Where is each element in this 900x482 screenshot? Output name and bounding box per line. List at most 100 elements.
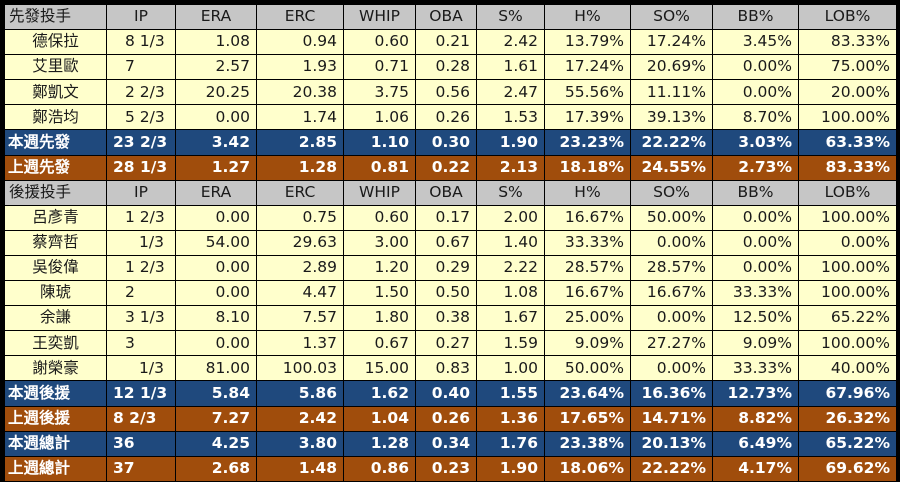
ip-value: 7 (107, 55, 175, 80)
whip-value: 1.06 (344, 105, 415, 130)
column-header-era: ERA (176, 180, 256, 205)
ip-value: 1 2/3 (107, 205, 175, 230)
erc-value: 100.03 (257, 356, 343, 381)
whip-value: 1.28 (344, 431, 415, 456)
lob-pct-value: 100.00% (799, 331, 896, 356)
relievers-last-week-row: 上週後援 8 2/3 7.27 2.42 1.04 0.26 1.36 17.6… (5, 406, 896, 431)
whip-value: 1.04 (344, 406, 415, 431)
s-pct-value: 1.90 (477, 130, 544, 155)
bb-pct-value: 6.49% (713, 431, 798, 456)
table-row: 謝榮豪 1/3 81.00 100.03 15.00 0.83 1.00 50.… (5, 356, 896, 381)
bb-pct-value: 3.45% (713, 30, 798, 55)
ip-value: 2 2/3 (107, 80, 175, 105)
column-header-whip: WHIP (344, 5, 415, 30)
column-header-era: ERA (176, 5, 256, 30)
whip-value: 0.67 (344, 331, 415, 356)
pitcher-name: 吳俊偉 (5, 255, 106, 281)
erc-value: 0.75 (257, 205, 343, 230)
h-pct-value: 23.23% (545, 130, 630, 155)
ip-value: 8 1/3 (107, 30, 175, 55)
whip-value: 1.80 (344, 306, 415, 331)
oba-value: 0.21 (416, 30, 476, 55)
lob-pct-value: 20.00% (799, 80, 896, 105)
lob-pct-value: 65.22% (799, 431, 896, 456)
so-pct-value: 20.69% (631, 55, 712, 80)
era-value: 2.57 (176, 55, 256, 80)
table-row: 呂彥青 1 2/3 0.00 0.75 0.60 0.17 2.00 16.67… (5, 205, 896, 230)
pitcher-name: 余謙 (5, 306, 106, 331)
pitcher-name: 艾里歐 (5, 55, 106, 80)
column-header-lob-pct: LOB% (799, 180, 896, 205)
lob-pct-value: 65.22% (799, 306, 896, 331)
erc-value: 3.80 (257, 431, 343, 456)
summary-label: 本週後援 (5, 381, 106, 406)
era-value: 1.08 (176, 30, 256, 55)
table-row: 鄭浩均 5 2/3 0.00 1.74 1.06 0.26 1.53 17.39… (5, 105, 896, 130)
bb-pct-value: 2.73% (713, 155, 798, 180)
relievers-this-week-row: 本週後援 12 1/3 5.84 5.86 1.62 0.40 1.55 23.… (5, 381, 896, 406)
column-header-h-pct: H% (545, 5, 630, 30)
h-pct-value: 23.38% (545, 431, 630, 456)
era-value: 4.25 (176, 431, 256, 456)
s-pct-value: 1.90 (477, 456, 544, 481)
era-value: 0.00 (176, 205, 256, 230)
bb-pct-value: 0.00% (713, 55, 798, 80)
so-pct-value: 39.13% (631, 105, 712, 130)
so-pct-value: 11.11% (631, 80, 712, 105)
pitcher-name: 蔡齊哲 (5, 230, 106, 255)
whip-value: 1.20 (344, 255, 415, 281)
bb-pct-value: 0.00% (713, 205, 798, 230)
ip-value: 28 1/3 (107, 155, 175, 180)
so-pct-value: 22.22% (631, 456, 712, 481)
pitcher-name: 呂彥青 (5, 205, 106, 230)
table-row: 陳琥 2 0.00 4.47 1.50 0.50 1.08 16.67% 16.… (5, 281, 896, 306)
table-row: 吳俊偉 1 2/3 0.00 2.89 1.20 0.29 2.22 28.57… (5, 255, 896, 281)
oba-value: 0.40 (416, 381, 476, 406)
h-pct-value: 9.09% (545, 331, 630, 356)
era-value: 0.00 (176, 331, 256, 356)
so-pct-value: 20.13% (631, 431, 712, 456)
bb-pct-value: 12.50% (713, 306, 798, 331)
column-header-bb-pct: BB% (713, 180, 798, 205)
summary-label: 上週後援 (5, 406, 106, 431)
ip-value: 36 (107, 431, 175, 456)
h-pct-value: 25.00% (545, 306, 630, 331)
column-header-oba: OBA (416, 180, 476, 205)
h-pct-value: 17.39% (545, 105, 630, 130)
bb-pct-value: 9.09% (713, 331, 798, 356)
pitcher-name: 陳琥 (5, 281, 106, 306)
oba-value: 0.67 (416, 230, 476, 255)
ip-value: 5 2/3 (107, 105, 175, 130)
era-value: 0.00 (176, 255, 256, 281)
so-pct-value: 50.00% (631, 205, 712, 230)
lob-pct-value: 0.00% (799, 230, 896, 255)
era-value: 54.00 (176, 230, 256, 255)
so-pct-value: 17.24% (631, 30, 712, 55)
era-value: 20.25 (176, 80, 256, 105)
era-value: 5.84 (176, 381, 256, 406)
pitching-stats-table: 先發投手 IP ERA ERC WHIP OBA S% H% SO% BB% L… (4, 4, 897, 482)
oba-value: 0.22 (416, 155, 476, 180)
ip-value: 1/3 (107, 356, 175, 381)
pitcher-name: 德保拉 (5, 30, 106, 55)
ip-value: 2 (107, 281, 175, 306)
erc-value: 5.86 (257, 381, 343, 406)
table-row: 蔡齊哲 1/3 54.00 29.63 3.00 0.67 1.40 33.33… (5, 230, 896, 255)
erc-value: 1.28 (257, 155, 343, 180)
oba-value: 0.38 (416, 306, 476, 331)
h-pct-value: 16.67% (545, 281, 630, 306)
erc-value: 1.48 (257, 456, 343, 481)
oba-value: 0.50 (416, 281, 476, 306)
column-header-h-pct: H% (545, 180, 630, 205)
pitcher-name: 王奕凱 (5, 331, 106, 356)
so-pct-value: 16.36% (631, 381, 712, 406)
erc-value: 1.93 (257, 55, 343, 80)
starters-header-row: 先發投手 IP ERA ERC WHIP OBA S% H% SO% BB% L… (5, 5, 896, 30)
erc-value: 2.85 (257, 130, 343, 155)
whip-value: 1.10 (344, 130, 415, 155)
erc-value: 7.57 (257, 306, 343, 331)
era-value: 0.00 (176, 281, 256, 306)
column-header-so-pct: SO% (631, 5, 712, 30)
column-header-erc: ERC (257, 180, 343, 205)
whip-value: 1.62 (344, 381, 415, 406)
